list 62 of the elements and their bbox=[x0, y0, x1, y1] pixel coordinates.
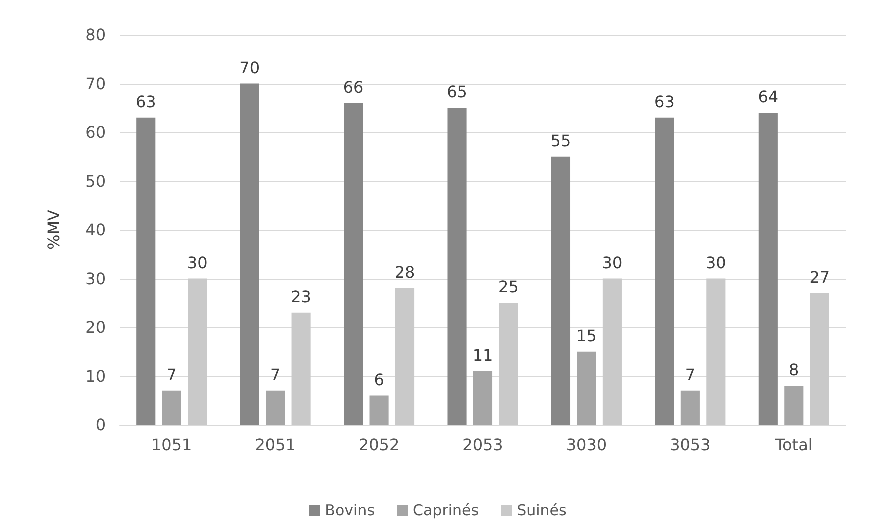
y-tick-label: 0 bbox=[96, 416, 106, 434]
y-tick-label: 60 bbox=[86, 123, 106, 142]
y-tick-label: 80 bbox=[86, 26, 106, 44]
bar bbox=[706, 278, 726, 425]
legend-label: Caprinés bbox=[413, 502, 480, 520]
x-tick-label: Total bbox=[774, 436, 813, 454]
y-tick-label: 10 bbox=[86, 366, 106, 386]
bar bbox=[784, 386, 804, 425]
data-label: 30 bbox=[706, 253, 726, 272]
data-label: 55 bbox=[550, 131, 572, 150]
y-tick-label: 30 bbox=[86, 269, 106, 288]
bar bbox=[551, 156, 571, 425]
legend-label: Suinés bbox=[517, 502, 568, 520]
y-tick-label: 20 bbox=[86, 318, 106, 337]
y-axis-title: %MV bbox=[44, 210, 64, 250]
data-label: 25 bbox=[498, 278, 519, 297]
x-tick-label: 3030 bbox=[566, 436, 608, 454]
data-label: 64 bbox=[758, 88, 779, 106]
data-label: 66 bbox=[343, 78, 364, 97]
data-label: 11 bbox=[472, 346, 494, 365]
bar bbox=[758, 113, 778, 425]
data-label: 63 bbox=[654, 92, 675, 112]
data-label: 7 bbox=[685, 365, 696, 384]
bar bbox=[136, 118, 156, 425]
x-tick-label: 3053 bbox=[670, 436, 711, 454]
data-label: 23 bbox=[291, 287, 312, 306]
x-tick-label: 2051 bbox=[255, 436, 296, 454]
data-label: 8 bbox=[789, 360, 800, 380]
y-tick-label: 70 bbox=[86, 74, 106, 94]
data-label: 7 bbox=[270, 365, 281, 384]
bar bbox=[370, 396, 389, 425]
y-tick-label: 50 bbox=[86, 172, 106, 191]
bar bbox=[810, 293, 830, 425]
bar bbox=[680, 390, 700, 425]
y-tick-label: 40 bbox=[86, 220, 106, 240]
bar bbox=[395, 288, 415, 425]
legend-label: Bovins bbox=[325, 502, 376, 520]
x-tick-label: 1051 bbox=[152, 436, 192, 454]
bar bbox=[655, 118, 674, 425]
bar bbox=[344, 103, 364, 425]
bar bbox=[499, 303, 518, 425]
x-tick-label: 2052 bbox=[358, 436, 400, 454]
data-label: 7 bbox=[166, 365, 177, 384]
bar bbox=[602, 278, 622, 425]
data-label: 27 bbox=[810, 268, 830, 287]
data-label: 28 bbox=[394, 263, 416, 282]
data-label: 70 bbox=[240, 58, 260, 78]
bar bbox=[162, 390, 182, 425]
bar bbox=[266, 390, 286, 425]
bar bbox=[577, 352, 596, 425]
data-label: 63 bbox=[136, 92, 156, 112]
data-label: 30 bbox=[602, 253, 623, 272]
bar bbox=[188, 278, 208, 425]
bar bbox=[240, 84, 260, 425]
data-label: 65 bbox=[447, 82, 468, 102]
bar bbox=[473, 371, 493, 425]
x-tick-label: 2053 bbox=[462, 436, 504, 454]
data-label: 30 bbox=[187, 253, 208, 272]
data-label: 15 bbox=[576, 326, 597, 346]
data-label: 6 bbox=[374, 370, 384, 390]
bar bbox=[448, 108, 467, 425]
bar bbox=[292, 312, 311, 425]
